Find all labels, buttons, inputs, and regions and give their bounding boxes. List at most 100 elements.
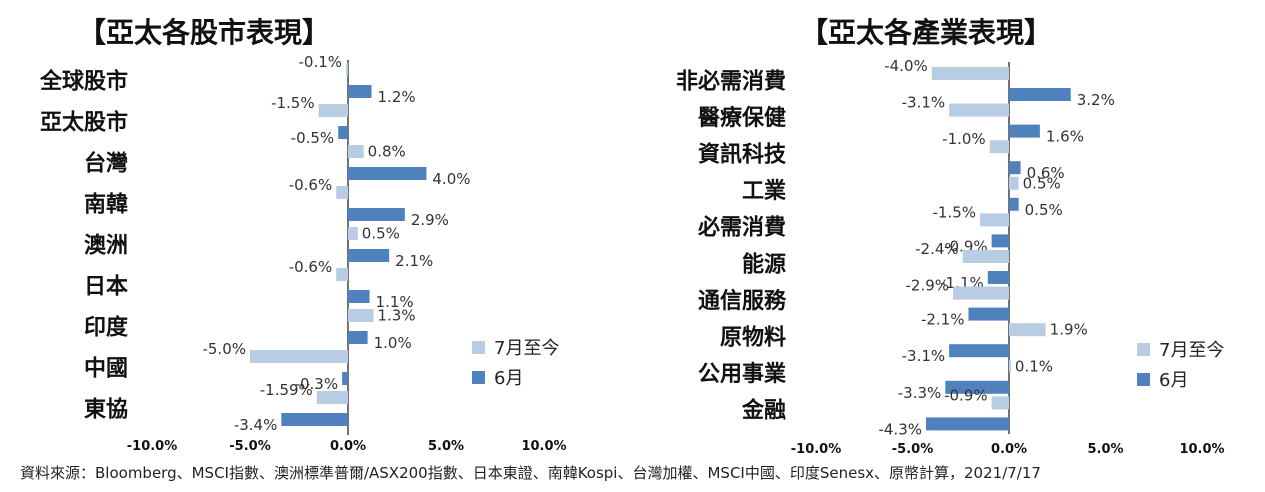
- data-label: 3.2%: [1077, 91, 1115, 109]
- bar-ytd: [348, 309, 374, 322]
- data-label: -2.9%: [905, 277, 949, 295]
- x-tick-label: 5.0%: [428, 439, 464, 454]
- bar-ytd: [989, 140, 1009, 154]
- data-label: 1.3%: [377, 307, 415, 325]
- bar-june: [348, 208, 405, 221]
- x-tick-label: 0.0%: [991, 442, 1027, 457]
- bar-ytd: [336, 186, 348, 199]
- bar-june: [1009, 161, 1021, 175]
- data-label: -0.5%: [291, 129, 335, 147]
- data-label: 1.6%: [1046, 128, 1084, 146]
- bar-june: [945, 380, 1009, 394]
- bar-june: [968, 307, 1009, 321]
- bar-june: [348, 249, 390, 262]
- bar-june: [1009, 88, 1071, 101]
- data-label: -4.0%: [884, 57, 928, 75]
- legend-label-june: 6月: [494, 368, 523, 389]
- bar-ytd: [346, 63, 348, 76]
- bar-ytd: [1009, 323, 1046, 337]
- data-label: 0.8%: [368, 143, 406, 161]
- category-label: 日本: [84, 275, 128, 300]
- x-tick-label: 0.0%: [330, 439, 366, 454]
- bar-ytd: [1009, 176, 1019, 190]
- category-label: 中國: [84, 357, 128, 382]
- data-label: -1.5%: [271, 94, 315, 112]
- bar-june: [991, 234, 1009, 248]
- data-label: -3.3%: [898, 384, 942, 402]
- data-label: 1.1%: [376, 293, 414, 311]
- data-label: -5.0%: [202, 340, 246, 358]
- bar-june: [342, 372, 348, 385]
- right-chart: 非必需消費 -4.0% 3.2% 醫療保健 -3.1% 1.6% 資訊科技 -1.0% 0.6%…: [676, 57, 1225, 457]
- bar-june: [348, 167, 427, 180]
- data-label: -1.0%: [942, 130, 986, 148]
- data-label: -3.1%: [902, 347, 946, 365]
- legend-label-june: 6月: [1159, 370, 1188, 391]
- bar-june: [1009, 124, 1040, 138]
- data-label: 1.9%: [1050, 321, 1088, 339]
- bar-ytd: [931, 67, 1009, 80]
- bar-ytd: [991, 396, 1009, 410]
- data-label: 0.5%: [1023, 174, 1061, 192]
- data-label: -4.3%: [878, 420, 922, 438]
- data-label: -2.4%: [915, 240, 959, 258]
- category-label: 台灣: [84, 151, 128, 177]
- bar-ytd: [949, 103, 1009, 117]
- data-label: 2.9%: [411, 211, 449, 229]
- bar-june: [348, 290, 370, 303]
- bar-ytd: [962, 250, 1009, 263]
- legend-label-ytd: 7月至今: [1159, 340, 1224, 361]
- category-label: 公用事業: [698, 361, 787, 387]
- right-chart-title: 【亞太各產業表現】: [800, 16, 1052, 49]
- bar-june: [348, 331, 368, 344]
- data-label: -1.59%: [260, 381, 313, 399]
- data-label: 0.5%: [1025, 201, 1063, 219]
- bar-ytd: [980, 213, 1009, 227]
- bar-ytd: [348, 145, 364, 158]
- data-label: 1.0%: [374, 334, 412, 352]
- category-label: 通信服務: [698, 288, 787, 314]
- data-label: -3.1%: [902, 94, 946, 112]
- category-label: 原物料: [720, 325, 786, 351]
- bar-june: [987, 271, 1009, 284]
- data-label: -0.9%: [944, 386, 988, 404]
- data-label: -3.4%: [234, 416, 278, 434]
- bar-ytd: [348, 227, 358, 240]
- data-label: 2.1%: [395, 252, 433, 270]
- category-label: 醫療保健: [698, 105, 786, 131]
- category-label: 非必需消費: [676, 68, 786, 94]
- category-label: 工業: [742, 179, 787, 204]
- data-label: -0.1%: [299, 53, 343, 71]
- data-label: 0.1%: [1015, 357, 1053, 375]
- bar-ytd: [250, 350, 348, 363]
- x-tick-label: -5.0%: [229, 439, 270, 454]
- category-label: 南韓: [84, 192, 128, 218]
- data-label: -0.3%: [295, 375, 339, 393]
- legend-swatch-ytd: [1137, 343, 1150, 356]
- bar-ytd: [1009, 359, 1011, 373]
- x-tick-label: -10.0%: [127, 439, 178, 454]
- bar-june: [281, 413, 348, 426]
- bar-june: [348, 85, 372, 98]
- x-tick-label: -5.0%: [892, 442, 933, 457]
- data-label: -0.6%: [289, 258, 333, 276]
- category-label: 必需消費: [698, 215, 786, 241]
- category-label: 能源: [742, 251, 786, 277]
- legend-swatch-june: [1137, 373, 1150, 386]
- data-label: -2.1%: [921, 311, 965, 329]
- data-label: 1.2%: [378, 88, 416, 106]
- data-label: 0.5%: [362, 225, 400, 243]
- source-footnote: 資料來源：Bloomberg、MSCI指數、澳洲標準普爾/ASX200指數、日本…: [20, 464, 1041, 482]
- bar-ytd: [316, 391, 348, 404]
- category-label: 全球股市: [39, 69, 128, 95]
- data-label: 4.0%: [432, 170, 470, 188]
- category-label: 亞太股市: [40, 110, 128, 136]
- data-label: 0.6%: [1027, 164, 1065, 182]
- data-label: -1.5%: [933, 203, 977, 221]
- bar-june: [1009, 197, 1019, 211]
- legend-swatch-ytd: [472, 341, 485, 354]
- left-chart-title: 【亞太各股市表現】: [78, 16, 330, 49]
- category-label: 澳洲: [84, 233, 128, 259]
- bar-ytd: [953, 286, 1009, 300]
